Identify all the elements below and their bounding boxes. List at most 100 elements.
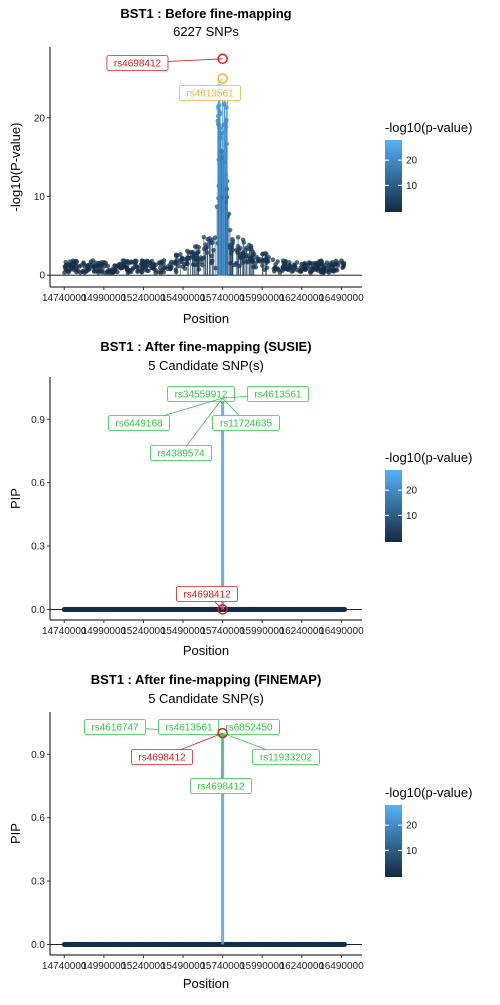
snp-point bbox=[339, 258, 344, 263]
snp-point bbox=[240, 237, 246, 243]
snp-point bbox=[84, 269, 89, 274]
snp-point bbox=[173, 253, 179, 259]
snp-point bbox=[341, 941, 348, 948]
snp-point bbox=[172, 259, 178, 265]
snp-point bbox=[161, 269, 166, 275]
x-tick-label: 15490000 bbox=[161, 293, 206, 304]
colorbar bbox=[385, 140, 402, 212]
snp-point bbox=[153, 268, 159, 273]
snp-point bbox=[96, 270, 101, 275]
snp-label-box bbox=[190, 778, 252, 794]
colorbar-tick-label: 20 bbox=[406, 486, 418, 497]
snp-point bbox=[190, 262, 196, 267]
y-tick-label: 0.6 bbox=[31, 478, 45, 489]
snp-point bbox=[313, 260, 318, 266]
x-axis-title: Position bbox=[183, 976, 229, 991]
snp-label-text: rs4698412 bbox=[197, 782, 245, 793]
snp-point bbox=[186, 250, 191, 255]
snp-point bbox=[333, 258, 339, 264]
legend-title: -log10(p-value) bbox=[385, 120, 472, 135]
lead-snp-marker bbox=[217, 53, 228, 65]
x-tick-label: 15490000 bbox=[161, 626, 206, 637]
snp-point bbox=[235, 235, 241, 240]
snp-point bbox=[204, 250, 210, 255]
x-tick-label: 16240000 bbox=[280, 626, 325, 637]
snp-label-box bbox=[106, 55, 169, 71]
snp-point bbox=[117, 264, 123, 270]
chart-panel-2: BST1 : After fine-mapping (SUSIE) 5 Candi… bbox=[8, 339, 472, 658]
y-tick-label: 0 bbox=[39, 271, 45, 282]
snp-point bbox=[215, 121, 221, 127]
snp-point bbox=[146, 268, 151, 274]
snp-point bbox=[91, 268, 97, 274]
snp-point bbox=[132, 260, 137, 265]
snp-point bbox=[341, 606, 348, 613]
snp-labels: rs34559912 rs4613561 rs6449168 rs11724635 rs… bbox=[108, 386, 309, 615]
snp-point bbox=[196, 267, 202, 272]
snp-label-text: rs4613561 bbox=[186, 89, 234, 100]
colorbar-tick-label: 20 bbox=[406, 156, 418, 167]
snp-label-leader bbox=[220, 733, 224, 787]
snp-label-text: rs6449168 bbox=[115, 419, 163, 430]
snp-point bbox=[273, 262, 278, 267]
chart-title: BST1 : After fine-mapping (SUSIE) bbox=[100, 339, 311, 354]
snp-point bbox=[328, 261, 333, 266]
snp-point bbox=[282, 261, 288, 267]
chart-subtitle: 5 Candidate SNP(s) bbox=[148, 358, 264, 373]
snp-labels: rs4698412 rs4613561 bbox=[106, 53, 241, 101]
snp-point bbox=[191, 251, 197, 257]
snp-point bbox=[308, 270, 314, 275]
snp-point bbox=[251, 264, 256, 270]
legend-title: -log10(p-value) bbox=[385, 450, 472, 465]
colorbar bbox=[385, 470, 402, 542]
snp-label-box bbox=[176, 586, 238, 602]
snp-point bbox=[201, 255, 206, 261]
snp-point bbox=[227, 227, 233, 233]
snp-point bbox=[217, 111, 223, 116]
lead-snp-marker bbox=[217, 73, 228, 84]
snp-label-text: rs34559912 bbox=[175, 390, 228, 401]
x-tick-label: 14740000 bbox=[42, 961, 87, 972]
snp-point bbox=[319, 262, 325, 267]
snp-label-box bbox=[247, 386, 309, 402]
x-tick-label: 16490000 bbox=[319, 293, 364, 304]
snp-label-box bbox=[131, 749, 193, 765]
snp-point bbox=[221, 102, 227, 108]
snp-point bbox=[236, 247, 242, 253]
snp-point bbox=[305, 263, 310, 269]
snp-point bbox=[169, 259, 174, 265]
snp-label-text: rs11724635 bbox=[220, 419, 273, 430]
snp-label-text: rs4613561 bbox=[165, 723, 213, 734]
snp-label-box bbox=[212, 415, 280, 431]
x-tick-label: 15990000 bbox=[240, 293, 285, 304]
snp-point bbox=[179, 256, 184, 262]
x-tick-label: 16490000 bbox=[319, 626, 364, 637]
x-tick-label: 14740000 bbox=[42, 293, 87, 304]
snp-point bbox=[264, 255, 269, 261]
snp-label-text: rs11933202 bbox=[260, 753, 313, 764]
snp-point bbox=[198, 259, 204, 265]
snp-point bbox=[333, 267, 339, 272]
snp-point bbox=[326, 270, 332, 275]
x-tick-label: 16240000 bbox=[280, 293, 325, 304]
snp-label-text: rs4698412 bbox=[138, 753, 186, 764]
snp-point bbox=[250, 259, 255, 264]
chart-subtitle: 6227 SNPs bbox=[173, 24, 239, 39]
snp-label-box bbox=[179, 85, 241, 101]
snp-label-text: rs4698412 bbox=[183, 590, 231, 601]
x-tick-label: 14740000 bbox=[42, 626, 87, 637]
snp-point bbox=[237, 263, 242, 269]
snp-point bbox=[85, 265, 91, 271]
snp-point bbox=[122, 264, 128, 270]
colorbar-legend: -log10(p-value) 10 20 bbox=[385, 450, 472, 542]
y-tick-label: 20 bbox=[34, 113, 46, 124]
snp-point bbox=[301, 266, 307, 272]
colorbar-tick-label: 10 bbox=[406, 181, 418, 192]
y-tick-label: 0.0 bbox=[31, 605, 45, 616]
snp-point bbox=[102, 270, 108, 275]
snp-point bbox=[244, 245, 249, 251]
snp-point bbox=[177, 252, 183, 257]
snp-point bbox=[62, 270, 67, 275]
snp-point bbox=[143, 261, 148, 266]
